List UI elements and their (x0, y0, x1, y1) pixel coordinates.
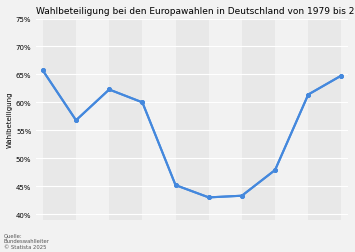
Bar (308, 19, 342, 220)
Bar (43, 19, 76, 220)
Y-axis label: Wahlbeteiligung: Wahlbeteiligung (7, 91, 13, 148)
Bar (209, 19, 242, 220)
Bar (109, 19, 142, 220)
Bar (76, 19, 109, 220)
Text: Wahlbeteiligung bei den Europawahlen in Deutschland von 1979 bis 2024: Wahlbeteiligung bei den Europawahlen in … (36, 7, 355, 16)
Bar (275, 19, 308, 220)
Bar (175, 19, 209, 220)
Bar (242, 19, 275, 220)
Text: Quelle:
Bundeswahlleiter
© Statista 2025: Quelle: Bundeswahlleiter © Statista 2025 (4, 232, 50, 249)
Bar (142, 19, 175, 220)
